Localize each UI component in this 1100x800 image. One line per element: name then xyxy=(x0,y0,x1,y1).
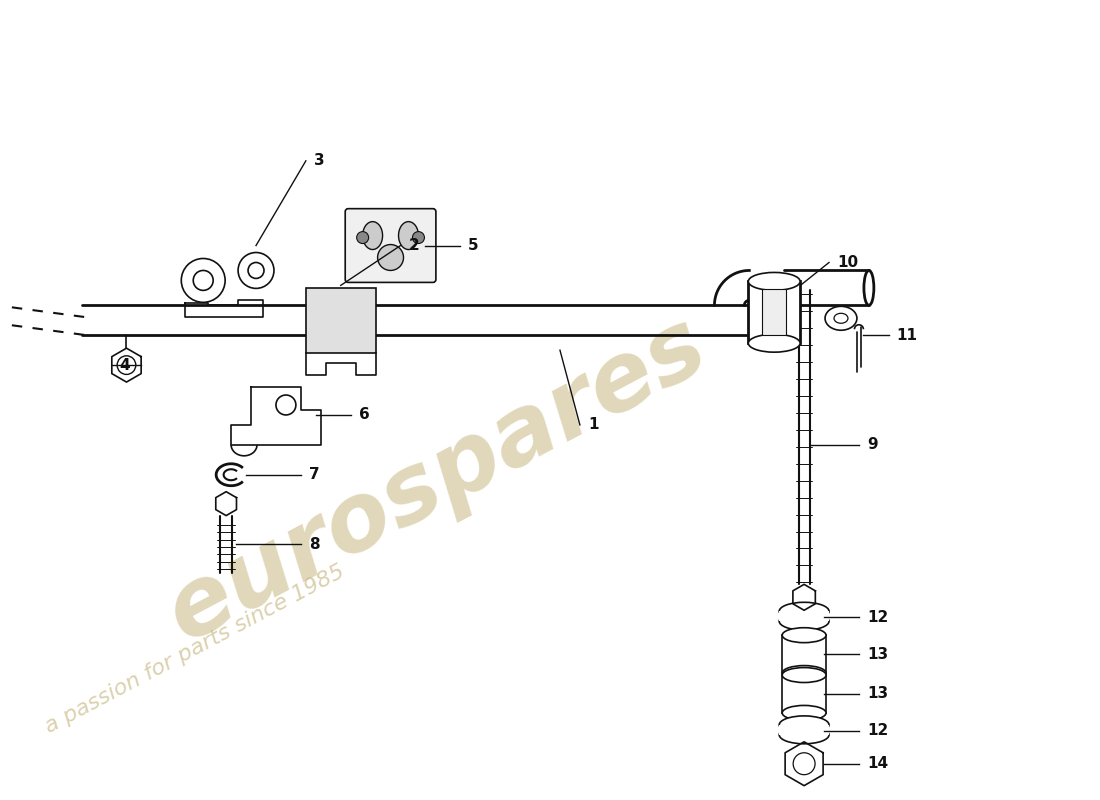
Text: 9: 9 xyxy=(867,438,878,452)
Ellipse shape xyxy=(834,314,848,323)
Ellipse shape xyxy=(782,628,826,642)
Bar xyxy=(748,282,800,343)
Text: 3: 3 xyxy=(314,154,324,168)
Text: 12: 12 xyxy=(867,610,888,625)
Text: 7: 7 xyxy=(309,467,319,482)
Bar xyxy=(779,611,829,622)
Text: eurospares: eurospares xyxy=(152,299,722,661)
Ellipse shape xyxy=(398,222,418,250)
Ellipse shape xyxy=(748,273,800,290)
Circle shape xyxy=(238,253,274,288)
Text: 4: 4 xyxy=(120,358,130,373)
Ellipse shape xyxy=(782,666,826,681)
Ellipse shape xyxy=(779,726,829,744)
Bar xyxy=(782,635,826,673)
Bar xyxy=(779,725,829,735)
Ellipse shape xyxy=(795,612,813,620)
Text: 13: 13 xyxy=(867,686,888,702)
Circle shape xyxy=(118,356,135,374)
Ellipse shape xyxy=(363,222,383,250)
Text: 8: 8 xyxy=(309,537,319,552)
Bar xyxy=(762,290,786,335)
Ellipse shape xyxy=(779,602,829,620)
Ellipse shape xyxy=(782,706,826,720)
Circle shape xyxy=(377,245,404,270)
Text: a passion for parts since 1985: a passion for parts since 1985 xyxy=(42,562,349,737)
Bar xyxy=(782,675,826,713)
Circle shape xyxy=(182,258,225,302)
FancyBboxPatch shape xyxy=(345,209,436,282)
Ellipse shape xyxy=(864,270,873,306)
Text: 13: 13 xyxy=(867,646,888,662)
Circle shape xyxy=(412,231,425,243)
Circle shape xyxy=(194,270,213,290)
Ellipse shape xyxy=(782,667,826,682)
Ellipse shape xyxy=(825,306,857,330)
Ellipse shape xyxy=(779,716,829,734)
Text: 1: 1 xyxy=(587,418,598,433)
Circle shape xyxy=(356,231,369,243)
Circle shape xyxy=(276,395,296,415)
Ellipse shape xyxy=(748,334,800,352)
Text: 12: 12 xyxy=(867,723,888,738)
Text: 2: 2 xyxy=(408,238,419,253)
Circle shape xyxy=(793,753,815,774)
Text: 11: 11 xyxy=(896,328,917,342)
Text: 5: 5 xyxy=(469,238,478,253)
Text: 10: 10 xyxy=(837,255,858,270)
Ellipse shape xyxy=(795,726,813,734)
Text: 14: 14 xyxy=(867,756,888,771)
Circle shape xyxy=(249,262,264,278)
Text: 6: 6 xyxy=(359,407,370,422)
Ellipse shape xyxy=(779,612,829,630)
Bar xyxy=(306,288,375,353)
